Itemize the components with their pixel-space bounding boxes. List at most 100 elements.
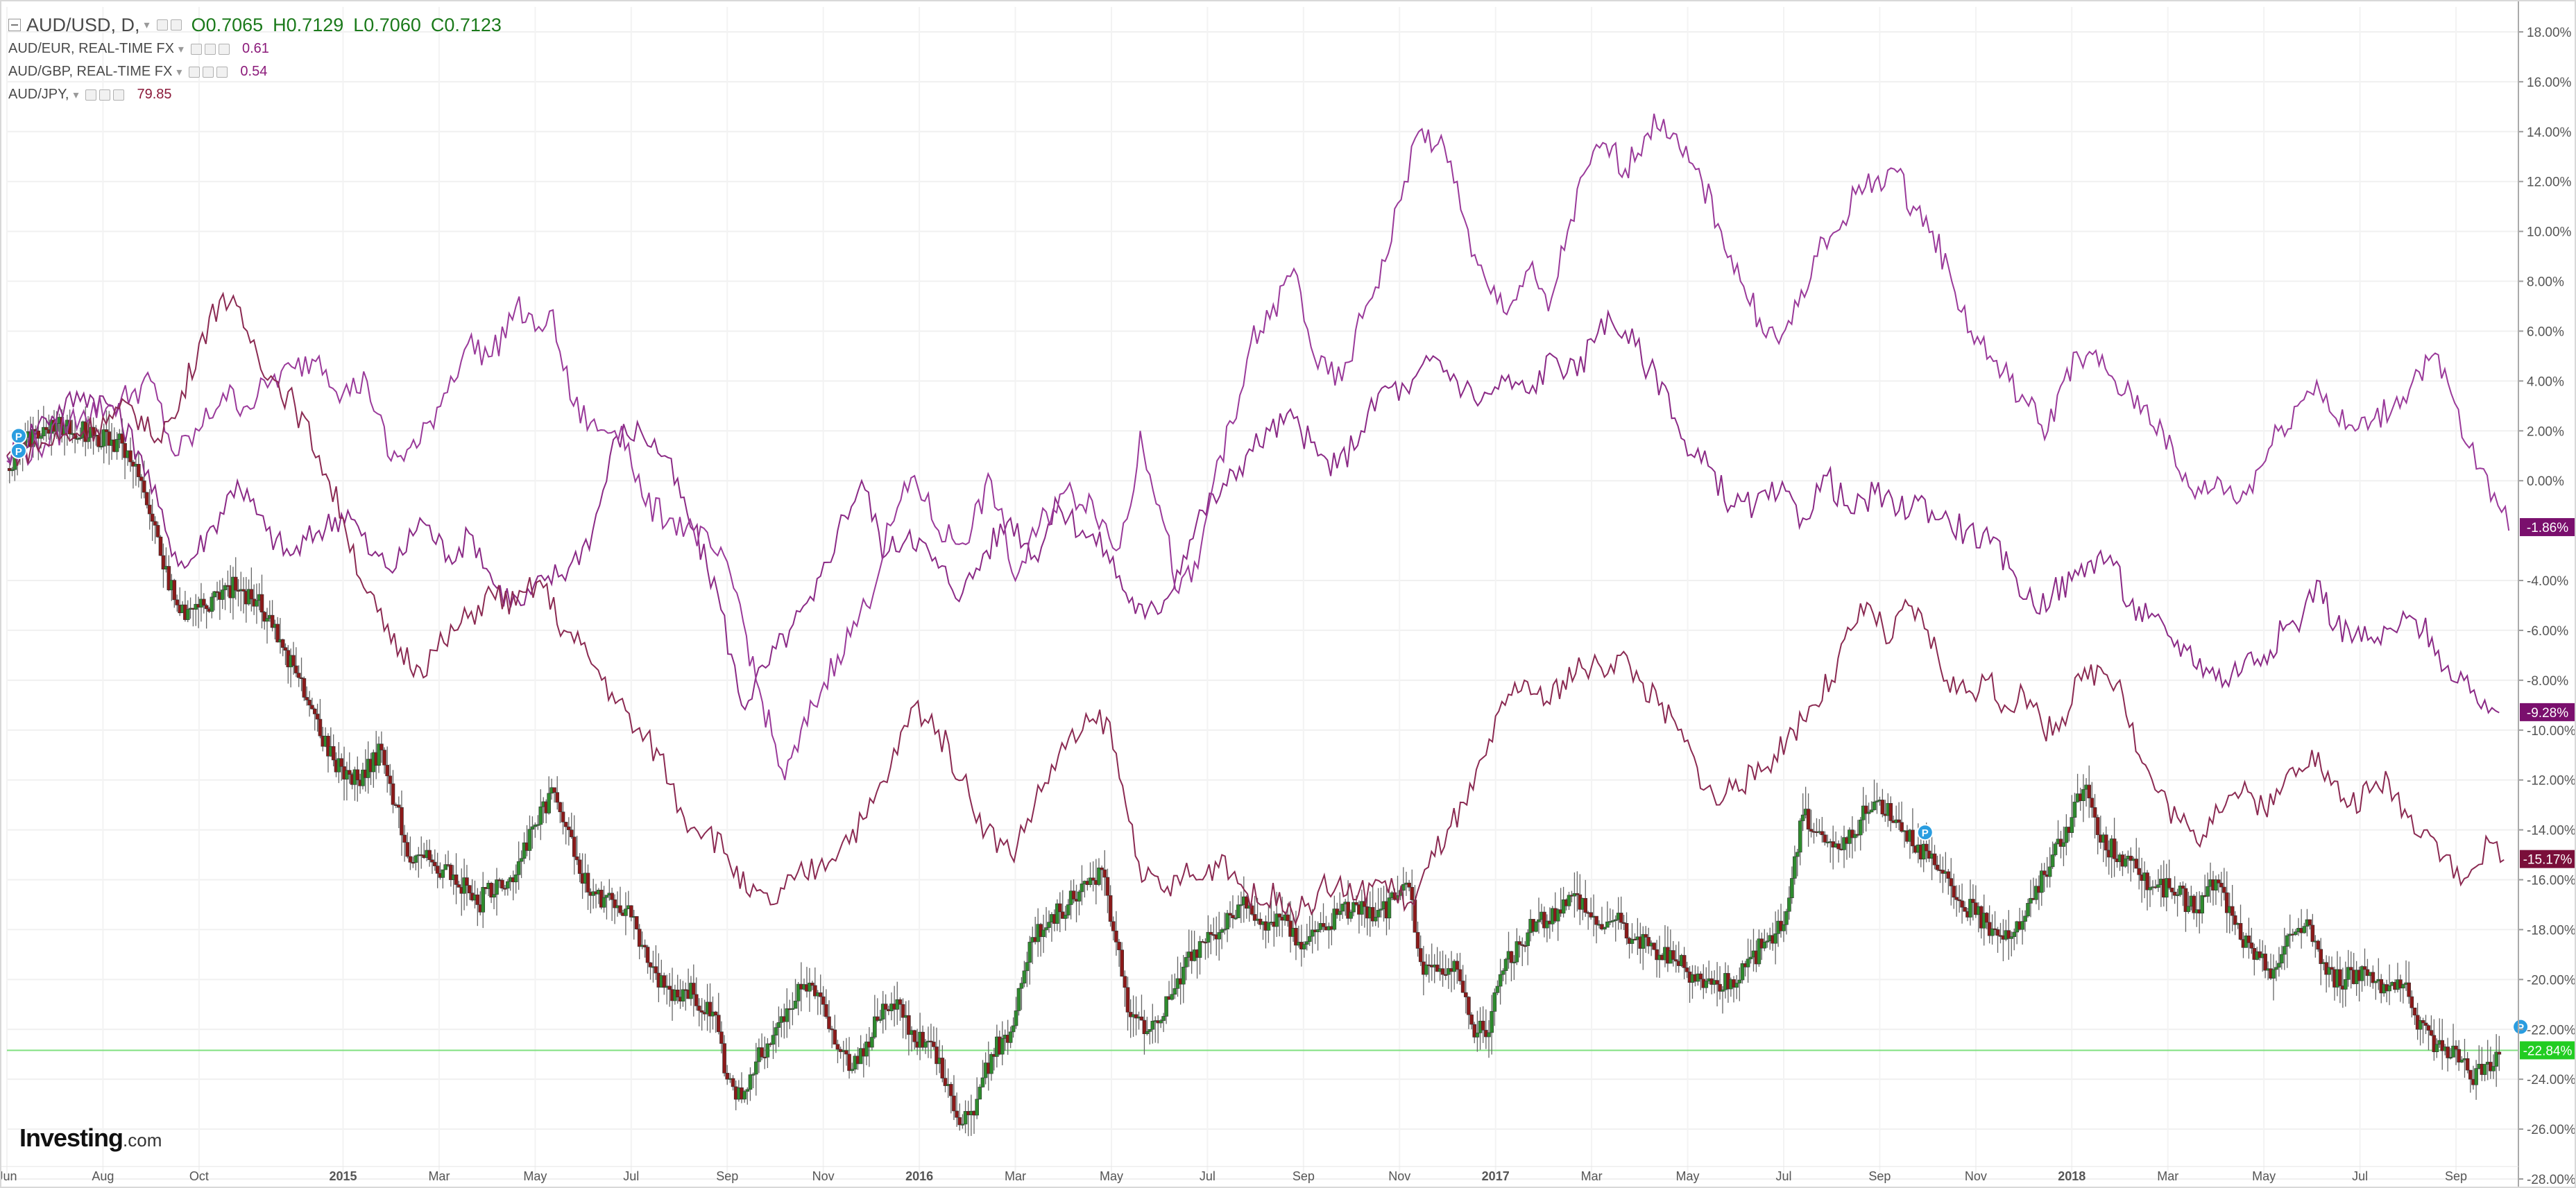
open-value: O0.7065	[191, 14, 264, 35]
legend-label: AUD/JPY,	[8, 87, 69, 102]
candle-body	[262, 612, 267, 622]
candle-body	[144, 492, 149, 506]
series-line-aud-gbp[interactable]	[6, 113, 2510, 780]
candle-body	[44, 427, 49, 430]
settings-icon[interactable]	[85, 89, 97, 101]
candle-body	[1610, 920, 1615, 922]
candle-body	[1231, 915, 1235, 918]
candle-body	[1108, 895, 1113, 922]
settings-icon[interactable]	[156, 19, 168, 31]
x-tick-label: Nov	[812, 1169, 835, 1183]
candle-body	[1360, 901, 1364, 915]
candle-body	[481, 887, 486, 913]
candle-body	[2421, 1020, 2425, 1024]
last-value-tag-text: -9.28%	[2527, 706, 2568, 721]
candle-body	[212, 591, 216, 598]
last-value-tag-bg	[2520, 1041, 2575, 1060]
candle-body	[1523, 945, 1528, 947]
candle-body	[1249, 905, 1254, 915]
candle-body	[2346, 967, 2351, 980]
candle-body	[1820, 831, 1825, 836]
collapse-icon[interactable]	[8, 19, 21, 31]
candle-body	[1463, 992, 1468, 997]
candle-body	[96, 435, 101, 447]
main-symbol-row[interactable]: AUD/USD, D, ▾ O0.7065 H0.7129 L0.7060 C0…	[8, 12, 511, 37]
legend-item-aud-gbp[interactable]: AUD/GBP, REAL-TIME FX ▾ 0.54	[8, 60, 511, 83]
chevron-down-icon[interactable]: ▾	[144, 19, 150, 31]
candle-body	[1949, 878, 1954, 886]
candle-body	[613, 899, 617, 909]
close-icon[interactable]	[113, 89, 125, 101]
chevron-down-icon[interactable]: ▾	[176, 66, 182, 78]
hide-icon[interactable]	[204, 43, 216, 55]
candle-body	[577, 859, 582, 874]
investing-logo[interactable]: Investing.com	[19, 1124, 162, 1153]
candle-body	[2344, 979, 2348, 990]
candle-body	[388, 775, 393, 784]
candle-body	[2360, 966, 2364, 981]
candle-body	[864, 1041, 869, 1057]
hide-icon[interactable]	[203, 66, 214, 78]
candle-body	[929, 1040, 933, 1042]
series-candles-aud-usd[interactable]	[7, 406, 2502, 1137]
candle-body	[1041, 929, 1046, 938]
candle-body	[1721, 989, 1725, 992]
candle-body	[955, 1110, 959, 1118]
candle-body	[2418, 1020, 2423, 1030]
settings-icon[interactable]	[189, 66, 201, 78]
close-icon[interactable]	[218, 43, 230, 55]
candle-body	[506, 881, 510, 889]
event-marker[interactable]: P	[10, 427, 27, 445]
candle-body	[1613, 919, 1618, 921]
candle-body	[2023, 915, 2027, 922]
last-value-tag-text: -1.86%	[2527, 521, 2568, 535]
candle-body	[1963, 906, 1967, 912]
close-icon[interactable]	[216, 66, 228, 78]
candle-body	[1181, 967, 1186, 985]
candle-body	[1206, 931, 1211, 943]
candle-body	[1897, 819, 1901, 823]
candle-body	[400, 807, 404, 836]
candle-body	[147, 504, 152, 515]
candle-body	[1762, 942, 1767, 949]
event-marker[interactable]: P	[2512, 1018, 2530, 1035]
candle-body	[574, 856, 579, 861]
series-line-aud-eur[interactable]	[6, 309, 2500, 714]
settings-icon[interactable]	[190, 43, 202, 55]
candle-body	[1652, 942, 1656, 950]
x-tick-label: Jul	[2352, 1169, 2368, 1183]
event-marker[interactable]: P	[10, 442, 27, 460]
candle-body	[2285, 935, 2289, 947]
legend-value: 0.54	[240, 64, 268, 79]
hide-icon[interactable]	[99, 89, 111, 101]
candle-body	[1682, 955, 1687, 968]
candle-body	[435, 866, 440, 874]
hide-icon[interactable]	[170, 19, 182, 31]
event-marker[interactable]: P	[1916, 824, 1934, 841]
candle-body	[948, 1084, 953, 1096]
candle-body	[2167, 878, 2172, 888]
candle-body	[1469, 1014, 1474, 1025]
candle-body	[785, 1008, 790, 1022]
legend-item-aud-eur[interactable]: AUD/EUR, REAL-TIME FX ▾ 0.61	[8, 37, 511, 60]
legend-item-aud-jpy[interactable]: AUD/JPY, ▾ 79.85	[8, 83, 511, 106]
series-line-aud-jpy[interactable]	[6, 291, 2505, 927]
candle-body	[793, 1001, 798, 1009]
last-value-tag-bg	[2520, 850, 2575, 868]
candle-body	[2319, 949, 2323, 964]
candle-body	[2494, 1051, 2498, 1067]
candle-body	[283, 647, 288, 651]
candle-body	[645, 947, 650, 963]
candle-body	[1354, 902, 1358, 905]
candle-body	[2271, 969, 2276, 979]
candle-body	[1495, 985, 1500, 993]
candle-body	[347, 770, 352, 775]
chevron-down-icon[interactable]: ▾	[178, 43, 184, 55]
candle-body	[1869, 809, 1874, 813]
x-tick-label: Mar	[2157, 1169, 2178, 1183]
candle-body	[1102, 869, 1107, 878]
chevron-down-icon[interactable]: ▾	[73, 89, 79, 101]
candle-body	[2064, 827, 2069, 843]
candle-body	[2070, 817, 2074, 833]
